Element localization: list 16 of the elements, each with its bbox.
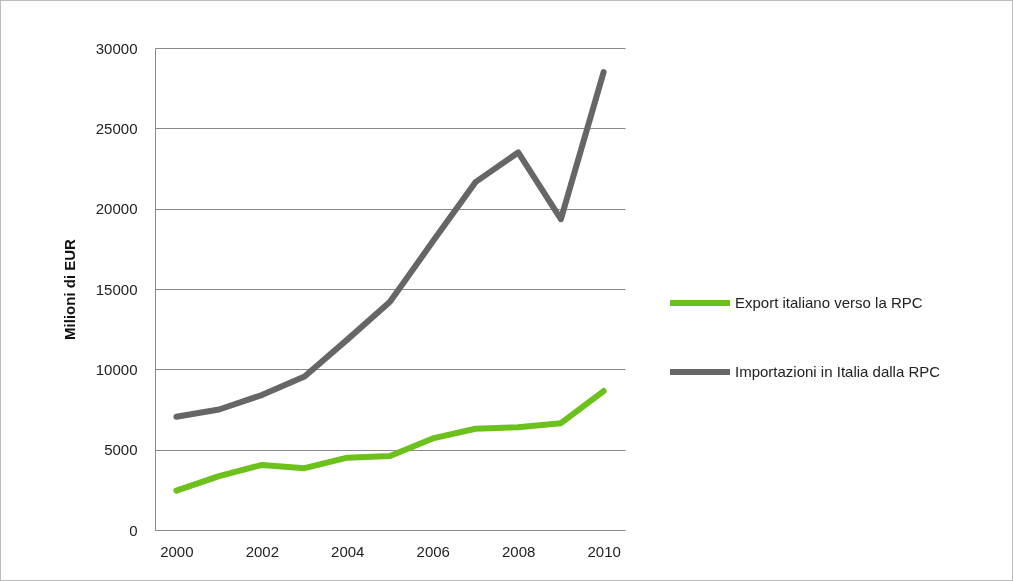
legend-label: Importazioni in Italia dalla RPC: [735, 363, 941, 380]
x-tick-label: 2002: [245, 542, 280, 560]
legend-label: Export italiano verso la RPC: [735, 294, 923, 311]
x-tick-label: 2008: [501, 542, 536, 560]
x-tick-label: 2000: [160, 542, 194, 560]
y-tick-label: 30000: [95, 39, 138, 57]
y-tick-label: 25000: [95, 119, 138, 137]
y-tick-label: 20000: [95, 200, 138, 218]
x-tick-label: 2010: [587, 542, 621, 560]
x-tick-label: 2004: [331, 542, 365, 560]
x-tick-label: 2006: [416, 542, 450, 560]
y-tick-label: 15000: [95, 280, 138, 298]
y-tick-label: 10000: [95, 360, 138, 378]
y-tick-label: 5000: [104, 441, 138, 459]
y-axis-title: Milioni di EUR: [60, 238, 78, 340]
y-tick-label: 0: [129, 521, 138, 539]
